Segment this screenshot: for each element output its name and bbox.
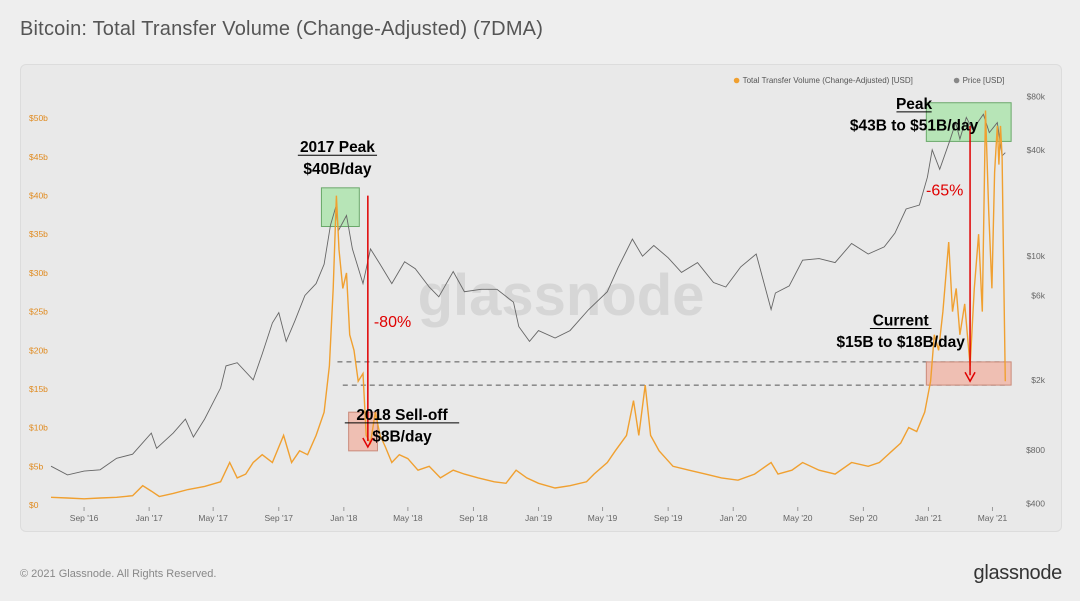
y-left-tick-label: $35b [29, 229, 48, 239]
x-tick-label: Sep '16 [70, 513, 99, 523]
y-right-tick-label: $400 [1026, 498, 1045, 508]
y-right-tick-label: $40k [1027, 145, 1046, 155]
peak2017-box [320, 187, 360, 228]
peak2021-value: $43B to $51B/day [850, 118, 979, 135]
selloff2018-value: $8B/day [372, 429, 432, 446]
drop-label: -80% [374, 314, 411, 331]
legend-swatch [953, 77, 960, 84]
legend-label: Price [USD] [963, 76, 1005, 85]
x-tick-label: Sep '20 [849, 513, 878, 523]
y-left-tick-label: $25b [29, 307, 48, 317]
x-tick-label: Jan '17 [136, 513, 163, 523]
brand-logo[interactable]: glassnode [973, 562, 1063, 584]
legend: Price [USD] Total Transfer Volume (Change… [733, 76, 1005, 85]
y-right-tick-label: $6k [1031, 290, 1045, 300]
y-left-tick-label: $30b [29, 268, 48, 278]
peak2017-title: 2017 Peak [300, 139, 375, 156]
y-left-tick-label: $45b [29, 152, 48, 162]
y-right-tick-label: $2k [1031, 375, 1045, 385]
watermark-text: glassnode [418, 263, 705, 328]
x-tick-label: May '17 [198, 513, 228, 523]
page-title: Bitcoin: Total Transfer Volume (Change-A… [20, 18, 544, 40]
chart-card: glassnode Price [USD] Total Transfer Volum… [20, 64, 1062, 532]
x-tick-label: Jan '19 [525, 513, 552, 523]
legend-label: Total Transfer Volume (Change-Adjusted) … [743, 76, 913, 85]
y-right-tick-label: $800 [1026, 445, 1045, 455]
x-tick-label: Sep '17 [264, 513, 293, 523]
y-left-tick-label: $20b [29, 345, 48, 355]
current2021-title: Current [873, 313, 929, 330]
x-tick-label: May '21 [978, 513, 1008, 523]
y-left-tick-label: $15b [29, 384, 48, 394]
peak2021-title: Peak [896, 96, 933, 113]
x-tick-label: Sep '19 [654, 513, 683, 523]
x-tick-label: Jan '18 [330, 513, 357, 523]
copyright-text: © 2021 Glassnode. All Rights Reserved. [20, 568, 217, 580]
x-tick-label: Sep '18 [459, 513, 488, 523]
legend-swatch [733, 77, 740, 84]
x-tick-label: Jan '20 [720, 513, 747, 523]
x-tick-label: May '19 [588, 513, 618, 523]
drop-arrow-head [362, 437, 374, 449]
y-left-tick-label: $10b [29, 423, 48, 433]
y-right-tick-label: $10k [1027, 251, 1046, 261]
current2021-box [925, 361, 1012, 386]
y-left-tick-label: $0 [29, 500, 39, 510]
volume-line [50, 110, 1006, 500]
x-tick-label: May '20 [783, 513, 813, 523]
y-right-tick-label: $80k [1027, 92, 1046, 102]
current2021-value: $15B to $18B/day [837, 334, 966, 351]
y-left-tick-label: $40b [29, 191, 48, 201]
selloff2018-title: 2018 Sell-off [356, 407, 448, 424]
x-tick-label: May '18 [393, 513, 423, 523]
y-left-tick-label: $5b [29, 461, 43, 471]
x-tick-label: Jan '21 [915, 513, 942, 523]
peak2017-value: $40B/day [303, 161, 371, 178]
drop-arrow-head [964, 371, 976, 383]
price-line [50, 113, 1006, 476]
chart-svg[interactable]: glassnode Price [USD] Total Transfer Volum… [21, 65, 1061, 531]
y-left-tick-label: $50b [29, 113, 48, 123]
drop-label: -65% [926, 183, 963, 200]
